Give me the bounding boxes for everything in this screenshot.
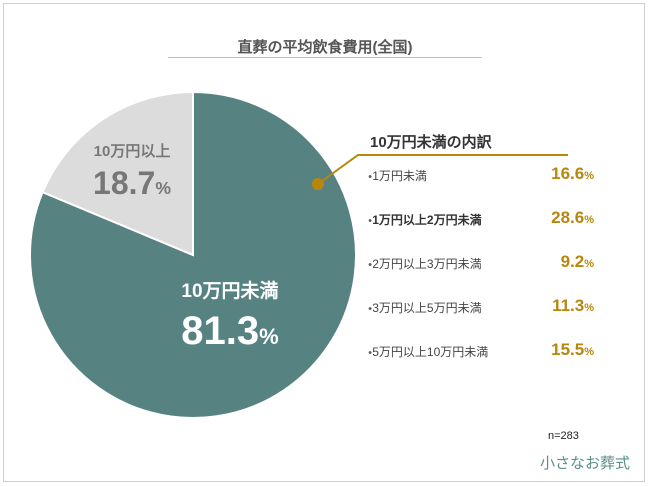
slice-category-label: 10万円未満: [181, 281, 279, 302]
breakdown-item-label: ●1万円未満: [368, 169, 427, 183]
slice-percent-label: 81.3%: [181, 309, 279, 353]
breakdown-item-label: ●5万円以上10万円未満: [368, 345, 489, 359]
slice-label-under-100k: 10万円未満 81.3%: [130, 276, 330, 354]
sample-size: n=283: [548, 430, 579, 442]
breakdown-item-label: ●3万円以上5万円未満: [368, 301, 482, 315]
breakdown-item-value: 9.2%: [560, 252, 594, 271]
breakdown-item-value: 16.6%: [551, 164, 594, 183]
bullet-icon: ●: [368, 173, 373, 181]
breakdown-item: ●1万円以上2万円未満 28.6%: [368, 208, 594, 228]
breakdown-item-label: ●2万円以上3万円未満: [368, 257, 482, 271]
bullet-icon: ●: [368, 217, 373, 225]
breakdown-item-value: 11.3%: [552, 296, 594, 315]
breakdown-title: 10万円未満の内訳: [370, 134, 492, 151]
pie-slice-over-100k: [41, 90, 194, 257]
chart-title: 直葬の平均飲食費用(全国): [237, 39, 413, 56]
chart-frame: [3, 3, 645, 482]
slice-percent-label: 18.7%: [93, 165, 171, 201]
bullet-icon: ●: [368, 305, 373, 313]
title-underline: [168, 57, 482, 58]
bullet-icon: ●: [368, 261, 373, 269]
breakdown-leader-line: [317, 154, 568, 185]
breakdown-item-value: 15.5%: [551, 340, 594, 359]
slice-category-label: 10万円以上: [93, 143, 171, 160]
breakdown-item: ●2万円以上3万円未満 9.2%: [368, 252, 594, 272]
brand-logo: 小さなお葬式: [540, 454, 631, 472]
breakdown-item: ●1万円未満 16.6%: [368, 164, 594, 184]
breakdown-item-label: ●1万円以上2万円未満: [368, 213, 482, 227]
breakdown-leader-dot: [312, 178, 324, 190]
breakdown-item-value: 28.6%: [551, 208, 594, 227]
breakdown-item: ●3万円以上5万円未満 11.3%: [368, 296, 594, 316]
pie-slice-under-100k: [29, 90, 357, 419]
breakdown-item: ●5万円以上10万円未満 15.5%: [368, 340, 594, 360]
slice-label-over-100k: 10万円以上 18.7%: [62, 140, 202, 202]
bullet-icon: ●: [368, 349, 373, 357]
